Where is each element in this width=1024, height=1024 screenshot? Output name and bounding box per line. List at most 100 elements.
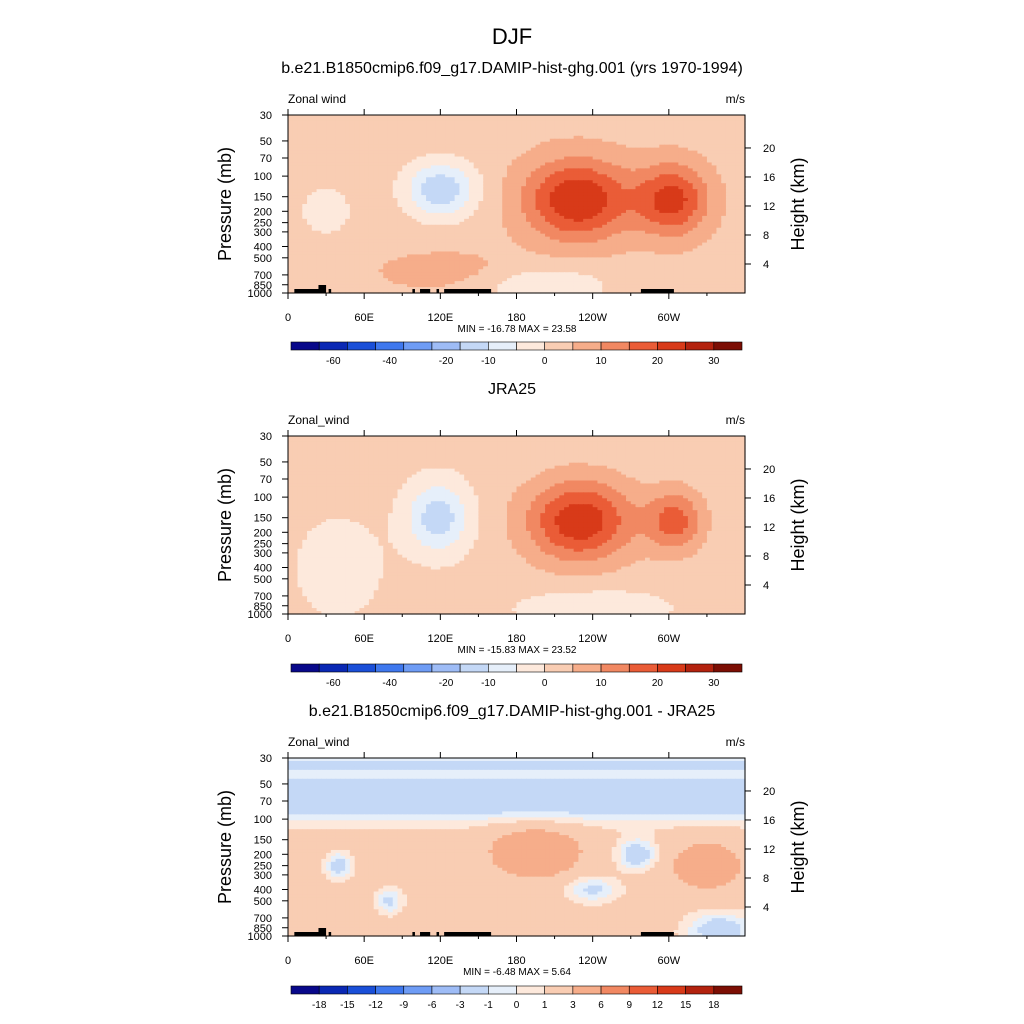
contour-cell bbox=[730, 129, 737, 134]
contour-cell bbox=[711, 120, 718, 125]
contour-cell bbox=[635, 132, 641, 137]
contour-cell bbox=[716, 135, 722, 140]
contour-cell bbox=[326, 135, 332, 140]
contour-cell bbox=[578, 117, 584, 122]
contour-cell bbox=[606, 141, 613, 146]
contour-cell bbox=[511, 126, 518, 131]
contour-cell bbox=[349, 138, 356, 143]
contour-cell bbox=[611, 138, 618, 143]
contour-cell bbox=[349, 141, 356, 146]
contour-cell bbox=[730, 132, 737, 137]
contour-cell bbox=[416, 126, 422, 131]
contour-cell bbox=[435, 117, 441, 122]
contour-cell bbox=[321, 135, 327, 140]
contour-cell bbox=[549, 132, 556, 137]
contour-cell bbox=[364, 129, 370, 134]
contour-cell bbox=[373, 123, 380, 128]
contour-cell bbox=[516, 135, 522, 140]
contour-cell bbox=[326, 126, 332, 131]
contour-cell bbox=[392, 120, 399, 125]
contour-cell bbox=[645, 126, 651, 131]
contour-cell bbox=[602, 126, 608, 131]
contour-cell bbox=[368, 117, 375, 122]
contour-cell bbox=[664, 123, 670, 128]
contour-cell bbox=[692, 141, 698, 146]
contour-cell bbox=[521, 123, 527, 128]
contour-cell bbox=[654, 132, 660, 137]
contour-cell bbox=[554, 129, 560, 134]
contour-cell bbox=[383, 126, 389, 131]
contour-cell bbox=[716, 126, 722, 131]
contour-cell bbox=[430, 129, 437, 134]
contour-cell bbox=[345, 138, 351, 143]
contour-cell bbox=[616, 129, 622, 134]
contour-cell bbox=[373, 129, 380, 134]
contour-cell bbox=[478, 129, 484, 134]
contour-cell bbox=[387, 141, 394, 146]
contour-cell bbox=[359, 126, 365, 131]
contour-cell bbox=[516, 115, 522, 119]
contour-cell bbox=[725, 132, 732, 137]
contour-cell bbox=[326, 117, 332, 122]
contour-cell bbox=[383, 138, 389, 143]
contour-cell bbox=[302, 135, 308, 140]
contour-cell bbox=[335, 141, 341, 146]
contour-cell bbox=[711, 141, 718, 146]
contour-cell bbox=[564, 126, 570, 131]
contour-cell bbox=[335, 138, 341, 143]
contour-cell bbox=[368, 120, 375, 125]
contour-cell bbox=[526, 117, 532, 122]
contour-cell bbox=[521, 138, 527, 143]
contour-cell bbox=[487, 129, 494, 134]
contour-cell bbox=[645, 129, 651, 134]
contour-cell bbox=[597, 115, 603, 119]
contour-cell bbox=[697, 132, 703, 137]
contour-cell bbox=[416, 138, 422, 143]
contour-cell bbox=[730, 120, 737, 125]
contour-cell bbox=[602, 138, 608, 143]
contour-cell bbox=[288, 135, 294, 140]
contour-cell bbox=[302, 138, 308, 143]
contour-cell bbox=[673, 115, 679, 119]
contour-cell bbox=[621, 135, 627, 140]
contour-cell bbox=[502, 132, 508, 137]
contour-cell bbox=[587, 126, 594, 131]
contour-cell bbox=[407, 115, 413, 119]
contour-cell bbox=[354, 120, 361, 125]
contour-cell bbox=[568, 138, 575, 143]
contour-cell bbox=[597, 138, 603, 143]
contour-cell bbox=[621, 126, 627, 131]
contour-cell bbox=[664, 129, 670, 134]
contour-cell bbox=[506, 120, 513, 125]
contour-cell bbox=[364, 123, 370, 128]
contour-cell bbox=[635, 141, 641, 146]
contour-cell bbox=[583, 129, 589, 134]
contour-cell bbox=[511, 117, 518, 122]
contour-cell bbox=[683, 120, 689, 125]
contour-cell bbox=[426, 115, 432, 119]
contour-cell bbox=[302, 132, 308, 137]
contour-cell bbox=[640, 138, 646, 143]
contour-cell bbox=[411, 115, 418, 119]
contour-cell bbox=[554, 138, 560, 143]
contour-cell bbox=[621, 115, 627, 119]
contour-cell bbox=[683, 132, 689, 137]
contour-cell bbox=[497, 123, 503, 128]
contour-cell bbox=[373, 141, 380, 146]
contour-cell bbox=[330, 120, 337, 125]
contour-cell bbox=[697, 120, 703, 125]
contour-cell bbox=[316, 138, 322, 143]
contour-cell bbox=[378, 120, 384, 125]
contour-cell bbox=[387, 132, 394, 137]
contour-cell bbox=[483, 135, 489, 140]
contour-cell bbox=[302, 141, 308, 146]
contour-cell bbox=[383, 132, 389, 137]
contour-cell bbox=[454, 120, 460, 125]
contour-cell bbox=[692, 123, 698, 128]
contour-cell bbox=[649, 126, 656, 131]
contour-cell bbox=[368, 132, 375, 137]
contour-cell bbox=[407, 123, 413, 128]
contour-cell bbox=[602, 117, 608, 122]
contour-cell bbox=[559, 115, 565, 119]
contour-cell bbox=[468, 135, 475, 140]
